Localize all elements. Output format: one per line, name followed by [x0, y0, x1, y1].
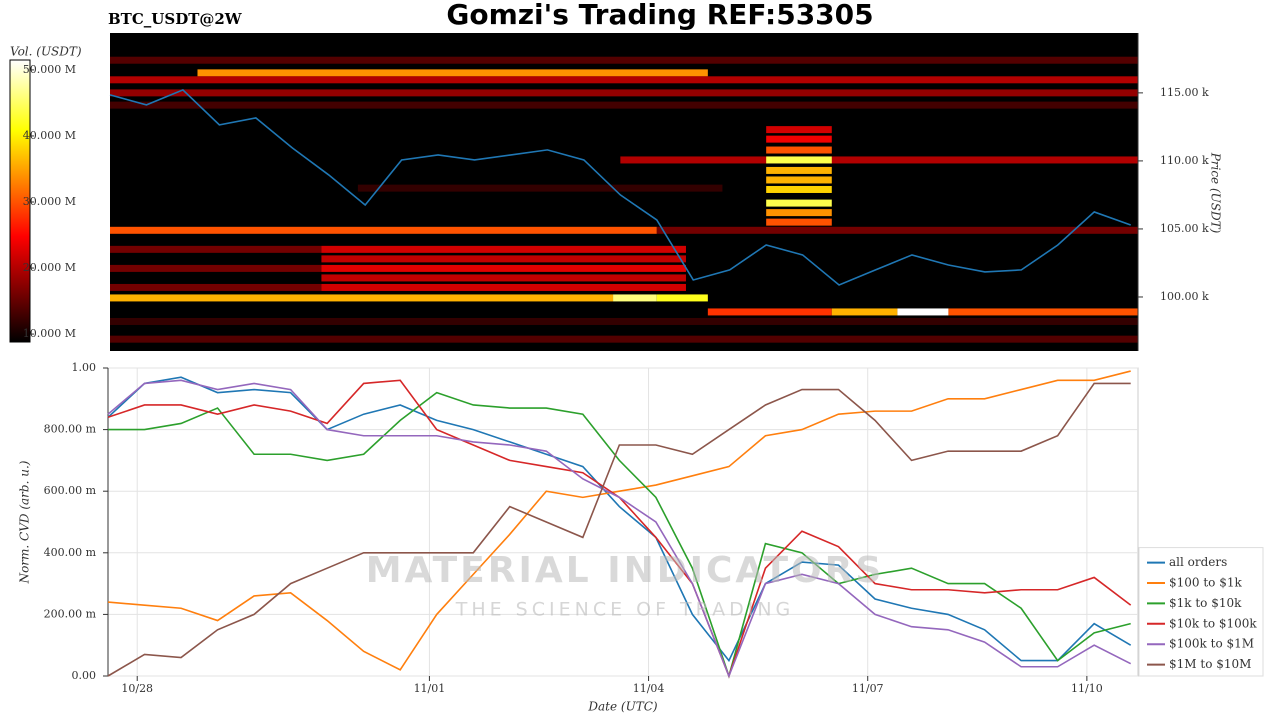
y-tick-label: 1.00 — [72, 361, 97, 374]
heat-cell — [656, 294, 708, 302]
colorbar-tick-label: 30.000 M — [23, 195, 76, 208]
heat-cell — [766, 156, 832, 164]
series-line — [107, 379, 1132, 679]
colorbar-tick-label: 50.000 M — [23, 63, 76, 76]
heat-cell — [110, 226, 657, 234]
heat-cell — [110, 89, 1138, 97]
heat-cell — [321, 283, 686, 291]
watermark: MATERIAL INDICATORS — [366, 550, 885, 591]
heat-cell — [321, 255, 686, 263]
heat-cell — [897, 308, 949, 316]
title: Gomzi's Trading REF:53305 — [446, 0, 873, 31]
heat-cell — [357, 184, 723, 192]
colorbar-label: Vol. (USDT) — [10, 45, 82, 59]
legend-label: all orders — [1169, 555, 1227, 569]
series-line — [107, 370, 1131, 671]
colorbar-tick-label: 10.000 M — [23, 327, 76, 340]
y-axis-label: Norm. CVD (arb. u.) — [18, 460, 32, 584]
series-line — [108, 391, 1131, 679]
heat-cell — [197, 69, 708, 77]
price-line — [109, 88, 1131, 286]
y-tick-label: 400.00 m — [44, 546, 97, 559]
heat-cell — [656, 226, 1138, 234]
y-axis-label: Price (USDT) — [1209, 152, 1223, 234]
heat-cell — [766, 135, 832, 143]
y-tick-label: 105.00 k — [1160, 222, 1209, 235]
colorbar — [9, 59, 31, 343]
cvd-layer: 0.00 200.00 m 400.00 m 600.00 m 800.00 m 1.00… — [44, 361, 1264, 695]
heat-cell — [110, 76, 1138, 84]
heat-cell — [321, 245, 686, 253]
heat-cell — [766, 218, 832, 226]
heat-cell — [110, 101, 1138, 109]
heat-cell — [110, 335, 1138, 343]
heat-cell — [766, 185, 832, 193]
colorbar-tick-label: 20.000 M — [23, 261, 76, 274]
heat-cell — [110, 56, 1138, 64]
y-tick-label: 200.00 m — [44, 607, 97, 620]
heat-cell — [766, 209, 832, 217]
legend-label: $100 to $1k — [1169, 576, 1242, 590]
heat-cell — [613, 294, 657, 302]
x-tick-label: 11/04 — [633, 682, 665, 695]
watermark: THE SCIENCE OF TRADING — [455, 599, 795, 621]
heat-cell — [321, 264, 686, 272]
x-axis-label: Date (UTC) — [587, 700, 657, 714]
heat-cell — [110, 264, 322, 272]
legend-label: $100k to $1M — [1169, 637, 1254, 651]
heat-cell — [110, 245, 322, 253]
y-tick-label: 800.00 m — [44, 423, 97, 436]
x-tick-label: 11/07 — [852, 682, 884, 695]
heat-cell — [766, 166, 832, 174]
heat-cell — [831, 308, 898, 316]
y-tick-label: 110.00 k — [1160, 154, 1209, 167]
y-tick-label: 0.00 — [72, 669, 97, 682]
y-tick-label: 600.00 m — [44, 484, 97, 497]
series-line — [107, 379, 1132, 679]
heat-cell — [766, 126, 832, 134]
y-tick-label: 115.00 k — [1160, 86, 1209, 99]
series-line — [107, 382, 1131, 677]
x-tick-label: 11/01 — [414, 682, 446, 695]
y-tick-label: 100.00 k — [1160, 290, 1209, 303]
heat-cell — [110, 317, 1138, 325]
heat-cell — [620, 156, 1138, 164]
legend-box — [1138, 547, 1264, 677]
series-line — [107, 376, 1132, 663]
legend-label: $1k to $10k — [1169, 596, 1242, 610]
x-tick-label: 10/28 — [121, 682, 153, 695]
heat-cell — [766, 199, 832, 207]
legend-label: $1M to $10M — [1169, 657, 1251, 671]
colorbar-tick-label: 40.000 M — [23, 129, 76, 142]
heat-cell — [766, 146, 832, 154]
heat-cell — [110, 283, 322, 291]
heat-cell — [321, 274, 686, 282]
symbol: BTC_USDT@2W — [108, 10, 243, 28]
heat-cell — [766, 176, 832, 184]
x-tick-label: 11/10 — [1071, 682, 1103, 695]
heat-cell — [948, 308, 1138, 316]
heat-cell — [110, 294, 614, 302]
legend-label: $10k to $100k — [1169, 616, 1257, 630]
heat-cell — [707, 308, 832, 316]
